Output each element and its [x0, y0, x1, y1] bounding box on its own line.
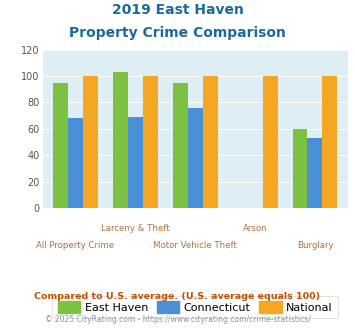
Text: © 2025 CityRating.com - https://www.cityrating.com/crime-statistics/: © 2025 CityRating.com - https://www.city…: [45, 315, 310, 324]
Bar: [113, 72, 128, 208]
Text: 2019 East Haven: 2019 East Haven: [111, 3, 244, 17]
Bar: [293, 129, 307, 208]
Text: Burglary: Burglary: [297, 241, 333, 250]
Text: Compared to U.S. average. (U.S. average equals 100): Compared to U.S. average. (U.S. average …: [34, 292, 321, 301]
Bar: [188, 108, 203, 208]
Text: All Property Crime: All Property Crime: [37, 241, 115, 250]
Bar: [68, 118, 83, 208]
Bar: [263, 76, 278, 208]
Bar: [307, 138, 322, 208]
Bar: [322, 76, 337, 208]
Text: Property Crime Comparison: Property Crime Comparison: [69, 26, 286, 40]
Text: Arson: Arson: [243, 224, 267, 233]
Bar: [53, 82, 68, 208]
Bar: [173, 82, 188, 208]
Bar: [83, 76, 98, 208]
Bar: [203, 76, 218, 208]
Legend: East Haven, Connecticut, National: East Haven, Connecticut, National: [53, 296, 338, 318]
Bar: [128, 117, 143, 208]
Text: Motor Vehicle Theft: Motor Vehicle Theft: [153, 241, 237, 250]
Text: Larceny & Theft: Larceny & Theft: [101, 224, 170, 233]
Bar: [143, 76, 158, 208]
